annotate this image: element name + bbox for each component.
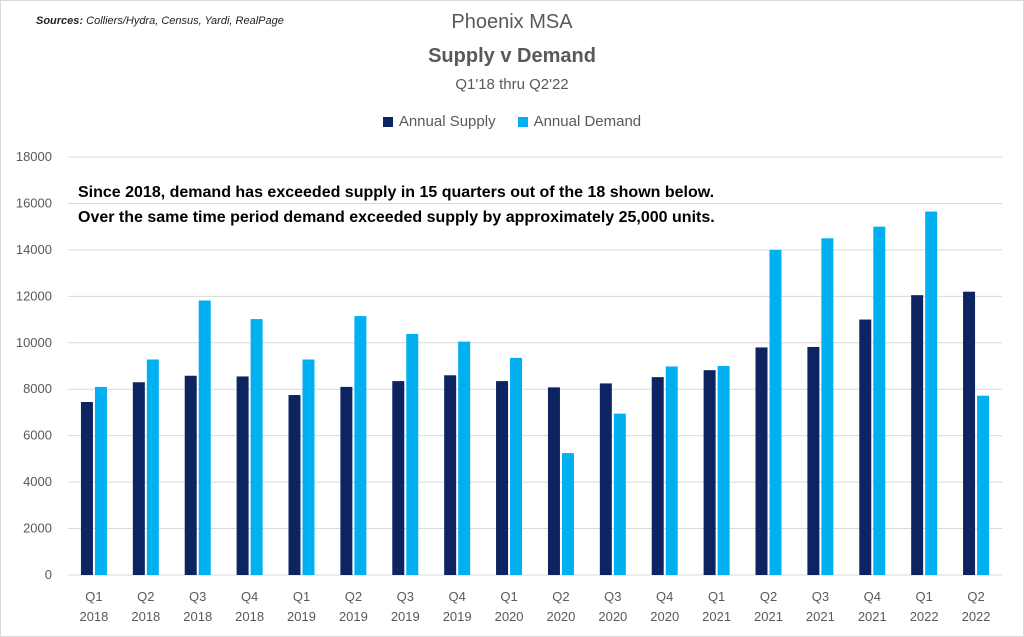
sources-label: Sources: — [36, 15, 84, 27]
supply-bar — [236, 376, 249, 575]
legend-label-supply: Annual Supply — [398, 113, 496, 130]
x-tick-label-quarter: Q1 — [85, 589, 102, 604]
x-tick-label-year: 2021 — [754, 609, 783, 624]
legend-swatch-demand — [517, 116, 528, 127]
x-tick-label-quarter: Q1 — [500, 589, 517, 604]
legend-item-demand: Annual Demand — [517, 113, 642, 130]
supply-bar — [859, 319, 872, 575]
chart-legend: Annual Supply Annual Demand — [0, 113, 1024, 130]
demand-bar — [873, 226, 886, 575]
supply-bar — [651, 377, 664, 575]
legend-label-demand: Annual Demand — [533, 113, 642, 130]
y-tick-label: 6000 — [23, 428, 52, 443]
demand-bar — [302, 359, 315, 575]
demand-bar — [354, 316, 367, 575]
x-tick-label-year: 2021 — [858, 609, 887, 624]
supply-bar — [496, 381, 509, 575]
x-tick-label-year: 2019 — [443, 609, 472, 624]
x-tick-label-year: 2019 — [339, 609, 368, 624]
x-tick-label-quarter: Q3 — [604, 589, 621, 604]
x-tick-label-quarter: Q2 — [967, 589, 984, 604]
x-tick-label-quarter: Q3 — [189, 589, 206, 604]
x-tick-label-year: 2018 — [235, 609, 264, 624]
demand-bar — [510, 357, 523, 575]
x-tick-label-year: 2022 — [910, 609, 939, 624]
demand-bar — [458, 341, 471, 575]
legend-item-supply: Annual Supply — [382, 113, 496, 130]
x-tick-label-year: 2021 — [702, 609, 731, 624]
demand-bar — [613, 413, 626, 575]
supply-bar — [340, 386, 353, 575]
demand-bar — [406, 333, 419, 575]
y-tick-label: 4000 — [23, 474, 52, 489]
x-tick-label-quarter: Q1 — [915, 589, 932, 604]
annotation-line-1: Since 2018, demand has exceeded supply i… — [78, 184, 715, 201]
x-tick-label-year: 2018 — [79, 609, 108, 624]
demand-bar — [925, 211, 938, 576]
legend-swatch-supply — [382, 116, 393, 127]
y-tick-label: 10000 — [16, 335, 52, 350]
y-tick-label: 14000 — [16, 242, 52, 257]
demand-bar — [250, 319, 263, 575]
x-tick-label-quarter: Q2 — [345, 589, 362, 604]
supply-bar — [963, 291, 976, 575]
y-tick-label: 8000 — [23, 381, 52, 396]
supply-bar — [184, 375, 197, 575]
x-tick-label-year: 2020 — [598, 609, 627, 624]
supply-bar — [703, 370, 716, 575]
y-tick-label: 12000 — [16, 288, 52, 303]
y-tick-label: 0 — [45, 567, 52, 582]
x-tick-label-year: 2020 — [495, 609, 524, 624]
demand-bar — [769, 249, 782, 575]
supply-bar — [911, 295, 924, 575]
x-tick-label-quarter: Q3 — [812, 589, 829, 604]
sources-text: Colliers/Hydra, Census, Yardi, RealPage — [86, 15, 284, 27]
demand-bar — [198, 300, 211, 575]
x-tick-label-year: 2022 — [962, 609, 991, 624]
chart-period: Q1'18 thru Q2'22 — [455, 76, 569, 93]
y-tick-label: 2000 — [23, 521, 52, 536]
demand-bar — [821, 238, 834, 575]
demand-bar — [94, 386, 107, 575]
supply-bar — [288, 395, 301, 575]
y-tick-label: 18000 — [16, 149, 52, 164]
supply-bar — [392, 381, 405, 575]
x-tick-label-quarter: Q3 — [397, 589, 414, 604]
demand-bar — [561, 453, 574, 575]
demand-bar — [665, 366, 678, 575]
x-tick-label-quarter: Q2 — [760, 589, 777, 604]
x-tick-label-quarter: Q4 — [656, 589, 673, 604]
supply-bar — [444, 375, 457, 575]
supply-bar — [599, 383, 612, 575]
chart-annotation: Since 2018, demand has exceeded supply i… — [78, 180, 715, 230]
x-tick-label-year: 2020 — [650, 609, 679, 624]
x-tick-label-year: 2020 — [546, 609, 575, 624]
supply-bar — [132, 382, 145, 575]
x-tick-label-quarter: Q2 — [552, 589, 569, 604]
demand-bar — [146, 359, 159, 575]
x-tick-label-quarter: Q4 — [864, 589, 881, 604]
supply-bar — [547, 387, 560, 575]
x-tick-label-quarter: Q1 — [293, 589, 310, 604]
x-tick-label-quarter: Q2 — [137, 589, 154, 604]
x-tick-label-year: 2018 — [131, 609, 160, 624]
demand-bar — [977, 395, 990, 575]
x-tick-label-quarter: Q4 — [448, 589, 465, 604]
supply-bar — [80, 401, 93, 575]
y-tick-label: 16000 — [16, 195, 52, 210]
chart-subtitle: Supply v Demand — [428, 45, 596, 67]
chart-title: Phoenix MSA — [451, 11, 573, 33]
supply-bar — [807, 346, 820, 575]
demand-bar — [717, 366, 730, 575]
x-tick-label-year: 2019 — [287, 609, 316, 624]
x-tick-label-quarter: Q1 — [708, 589, 725, 604]
x-tick-label-quarter: Q4 — [241, 589, 258, 604]
supply-bar — [755, 347, 768, 575]
annotation-line-2: Over the same time period demand exceede… — [78, 209, 715, 226]
x-tick-label-year: 2018 — [183, 609, 212, 624]
x-tick-label-year: 2019 — [391, 609, 420, 624]
x-tick-label-year: 2021 — [806, 609, 835, 624]
sources-note: Sources: Colliers/Hydra, Census, Yardi, … — [36, 15, 284, 27]
